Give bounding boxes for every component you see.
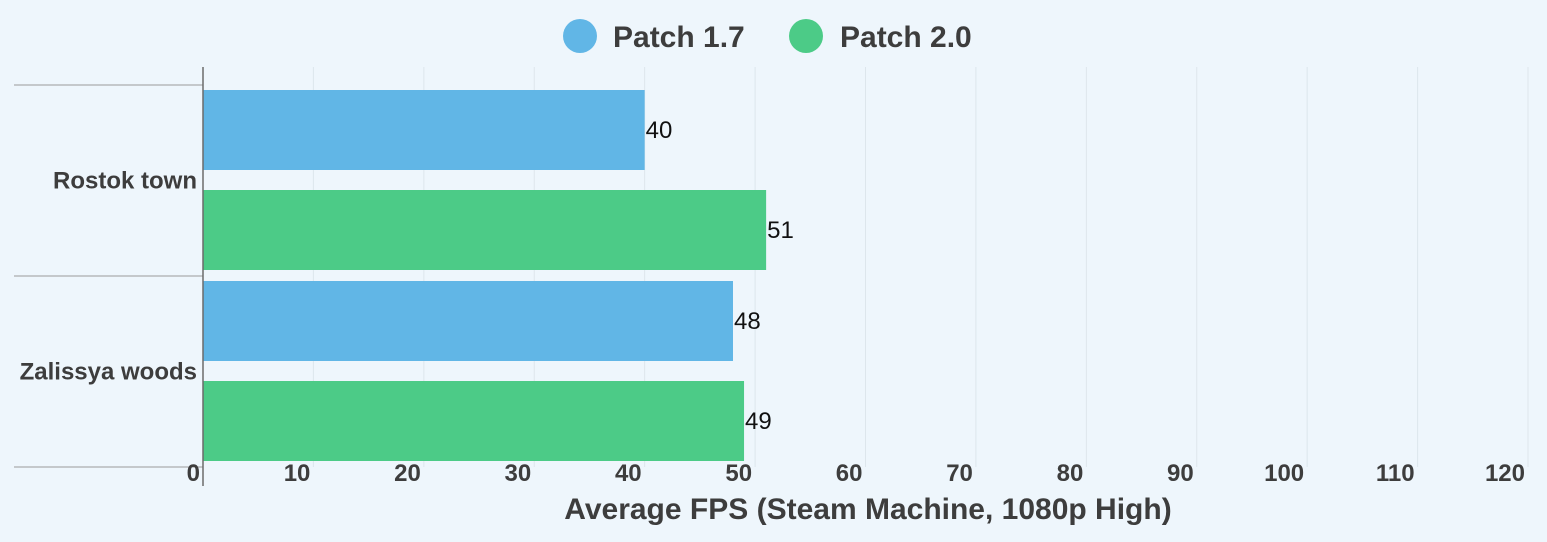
bar-patch-1-7-rostok-town bbox=[203, 90, 645, 170]
legend-item: Patch 1.7 bbox=[563, 19, 745, 54]
x-tick-label: 0 bbox=[187, 460, 200, 487]
data-label: 40 bbox=[646, 117, 673, 144]
category-label: Zalissya woods bbox=[20, 359, 197, 386]
x-axis-title: Average FPS (Steam Machine, 1080p High) bbox=[564, 493, 1171, 526]
x-tick-label: 30 bbox=[505, 460, 532, 487]
x-tick-label: 60 bbox=[836, 460, 863, 487]
data-label: 51 bbox=[767, 217, 794, 244]
x-tick-label: 120 bbox=[1485, 460, 1525, 487]
x-tick-label: 100 bbox=[1264, 460, 1304, 487]
x-tick-label: 70 bbox=[946, 460, 973, 487]
x-tick-label: 10 bbox=[284, 460, 311, 487]
legend-swatch bbox=[563, 19, 597, 53]
x-tick-label: 20 bbox=[394, 460, 421, 487]
x-tick-label: 110 bbox=[1376, 460, 1415, 487]
bar-patch-1-7-zalissya-woods bbox=[203, 281, 733, 361]
legend-swatch bbox=[789, 19, 823, 53]
x-tick-label: 80 bbox=[1057, 460, 1084, 487]
bar-patch-2-0-rostok-town bbox=[203, 190, 767, 270]
x-tick-label: 40 bbox=[615, 460, 642, 487]
bars-layer: 40 51 48 49 bbox=[203, 90, 794, 461]
x-tick-label: 90 bbox=[1167, 460, 1194, 487]
data-label: 49 bbox=[745, 408, 772, 435]
legend-label: Patch 2.0 bbox=[840, 21, 972, 54]
x-tick-label: 50 bbox=[725, 460, 752, 487]
data-label: 48 bbox=[734, 308, 761, 335]
axes-layer: Rostok town Zalissya woods 0 10 20 30 40 50 60 70… bbox=[14, 67, 1525, 487]
legend-label: Patch 1.7 bbox=[613, 21, 745, 54]
legend: Patch 1.7 Patch 2.0 bbox=[563, 19, 972, 54]
legend-item: Patch 2.0 bbox=[789, 19, 972, 54]
bar-patch-2-0-zalissya-woods bbox=[203, 381, 745, 461]
category-label: Rostok town bbox=[53, 168, 197, 195]
